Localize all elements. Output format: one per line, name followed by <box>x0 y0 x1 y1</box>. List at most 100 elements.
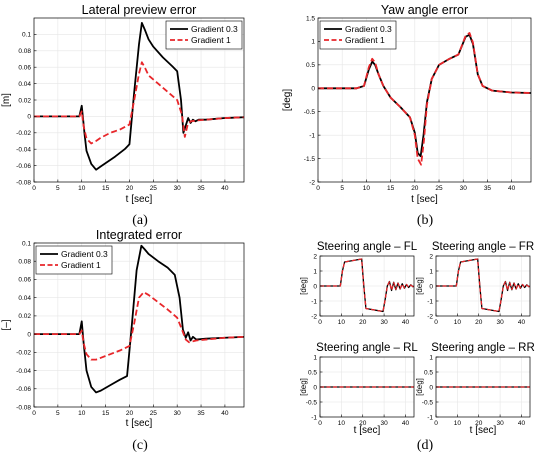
y-tick-label: -0.04 <box>16 147 31 154</box>
y-tick-label: -0.5 <box>422 399 434 406</box>
axes-box <box>33 242 245 408</box>
x-tick-label: 5 <box>340 185 344 192</box>
x-tick-label: 20 <box>359 319 367 326</box>
chart-title: Steering angle – RR <box>431 342 535 354</box>
y-tick-label: 0.5 <box>306 62 315 69</box>
panel-label-d: (d) <box>417 438 434 453</box>
y-tick-label: 0.08 <box>18 48 31 55</box>
y-tick-label: 0.02 <box>18 313 31 320</box>
y-tick-label: -1 <box>309 132 315 139</box>
y-tick-label: 0.1 <box>22 32 31 39</box>
legend-box <box>165 20 243 50</box>
y-tick-label: -1 <box>311 414 317 421</box>
y-tick-label: -0.02 <box>16 350 31 357</box>
x-tick-label: 30 <box>460 185 468 192</box>
y-tick-label: 0 <box>27 331 31 338</box>
y-tick-label: 1.5 <box>306 15 315 22</box>
x-tick-label: 10 <box>454 420 462 427</box>
y-axis-label: [m] <box>1 93 12 107</box>
legend-label: Gradient 0.3 <box>345 24 392 34</box>
y-tick-label: 0.1 <box>22 240 31 247</box>
y-tick-label: 1 <box>313 268 317 275</box>
y-tick-label: -0.5 <box>304 109 316 116</box>
series-gradient-0-3-line <box>34 244 244 394</box>
x-tick-label: 20 <box>475 420 483 427</box>
y-tick-label: 0.06 <box>18 277 31 284</box>
x-tick-label: 20 <box>126 185 134 192</box>
y-tick-label: 0 <box>27 114 31 121</box>
x-tick-label: 35 <box>197 410 205 417</box>
y-tick-label: -1 <box>427 414 433 421</box>
x-tick-label: 40 <box>221 185 229 192</box>
y-tick-label: 0 <box>429 384 433 391</box>
y-tick-label: -0.04 <box>16 368 31 375</box>
x-tick-label: 30 <box>496 420 504 427</box>
y-tick-label: 1 <box>429 354 433 361</box>
x-tick-label: 0 <box>434 319 438 326</box>
y-axis-label: [deg] <box>299 378 308 396</box>
chart-title: Lateral preview error <box>82 3 197 17</box>
x-tick-label: 35 <box>484 185 492 192</box>
x-tick-label: 15 <box>387 185 395 192</box>
y-tick-label: 0.02 <box>18 97 31 104</box>
y-tick-label: -0.5 <box>306 399 318 406</box>
legend-box <box>319 20 397 50</box>
series-gradient-1-line <box>318 32 531 166</box>
x-tick-label: 40 <box>518 319 526 326</box>
y-tick-label: -2 <box>427 313 433 320</box>
chart-title: Integrated error <box>96 228 182 242</box>
x-tick-label: 0 <box>434 420 438 427</box>
chart-b: 0 5 10 15 20 25 30 35 40 -2 -1.5 -1 -0.5 0 0.5 1 1.5 Yaw … <box>282 3 532 205</box>
panel-label-c: (c) <box>132 438 148 453</box>
y-tick-label: -1 <box>427 298 433 305</box>
axes-box <box>317 17 532 183</box>
chart-c: 0 5 10 15 20 25 30 35 40 -0.08 -0.06 -0.04 -0.02 0 0.0… <box>1 228 245 429</box>
legend-label: Gradient 1 <box>345 35 385 45</box>
x-tick-label: 40 <box>402 319 410 326</box>
x-tick-label: 25 <box>435 185 443 192</box>
x-tick-label: 0 <box>32 410 36 417</box>
series-gradient-1-line <box>34 291 244 361</box>
series-gradient-1-line <box>34 61 244 145</box>
x-axis-label: t [sec] <box>470 425 497 436</box>
x-tick-label: 0 <box>318 319 322 326</box>
x-tick-label: 40 <box>518 420 526 427</box>
x-tick-label: 5 <box>56 410 60 417</box>
x-tick-label: 15 <box>102 410 110 417</box>
y-tick-label: 0.5 <box>424 369 433 376</box>
x-axis-label: t [sec] <box>126 194 153 205</box>
x-tick-label: 30 <box>174 185 182 192</box>
x-tick-label: 30 <box>174 410 182 417</box>
legend-label: Gradient 1 <box>61 260 101 270</box>
x-tick-label: 25 <box>150 410 158 417</box>
chart-title: Steering angle – FR <box>432 241 534 253</box>
x-tick-label: 40 <box>402 420 410 427</box>
y-axis-label: [deg] <box>282 89 293 111</box>
y-tick-label: 0.04 <box>18 295 31 302</box>
x-axis-label: t [sec] <box>411 194 438 205</box>
y-tick-label: -0.06 <box>16 163 31 170</box>
y-tick-label: 0.08 <box>18 259 31 266</box>
x-tick-label: 40 <box>508 185 516 192</box>
x-tick-label: 15 <box>102 185 110 192</box>
chart-a: 0 5 10 15 20 25 30 35 40 -0.08 -0.06 -0.04 -0.02 0 0.0… <box>1 3 245 205</box>
chart-title: Steering angle – FL <box>317 241 418 253</box>
y-axis-label: [deg] <box>415 277 424 295</box>
y-tick-label: 0 <box>313 384 317 391</box>
series-gradient-1-line <box>436 258 530 313</box>
x-tick-label: 10 <box>454 319 462 326</box>
y-axis-label: [–] <box>1 319 12 330</box>
y-tick-label: 0 <box>429 283 433 290</box>
x-tick-label: 10 <box>78 185 86 192</box>
x-tick-label: 20 <box>126 410 134 417</box>
x-tick-label: 10 <box>338 420 346 427</box>
x-tick-label: 35 <box>197 185 205 192</box>
y-axis-label: [deg] <box>299 277 308 295</box>
legend-label: Gradient 0.3 <box>61 249 108 259</box>
